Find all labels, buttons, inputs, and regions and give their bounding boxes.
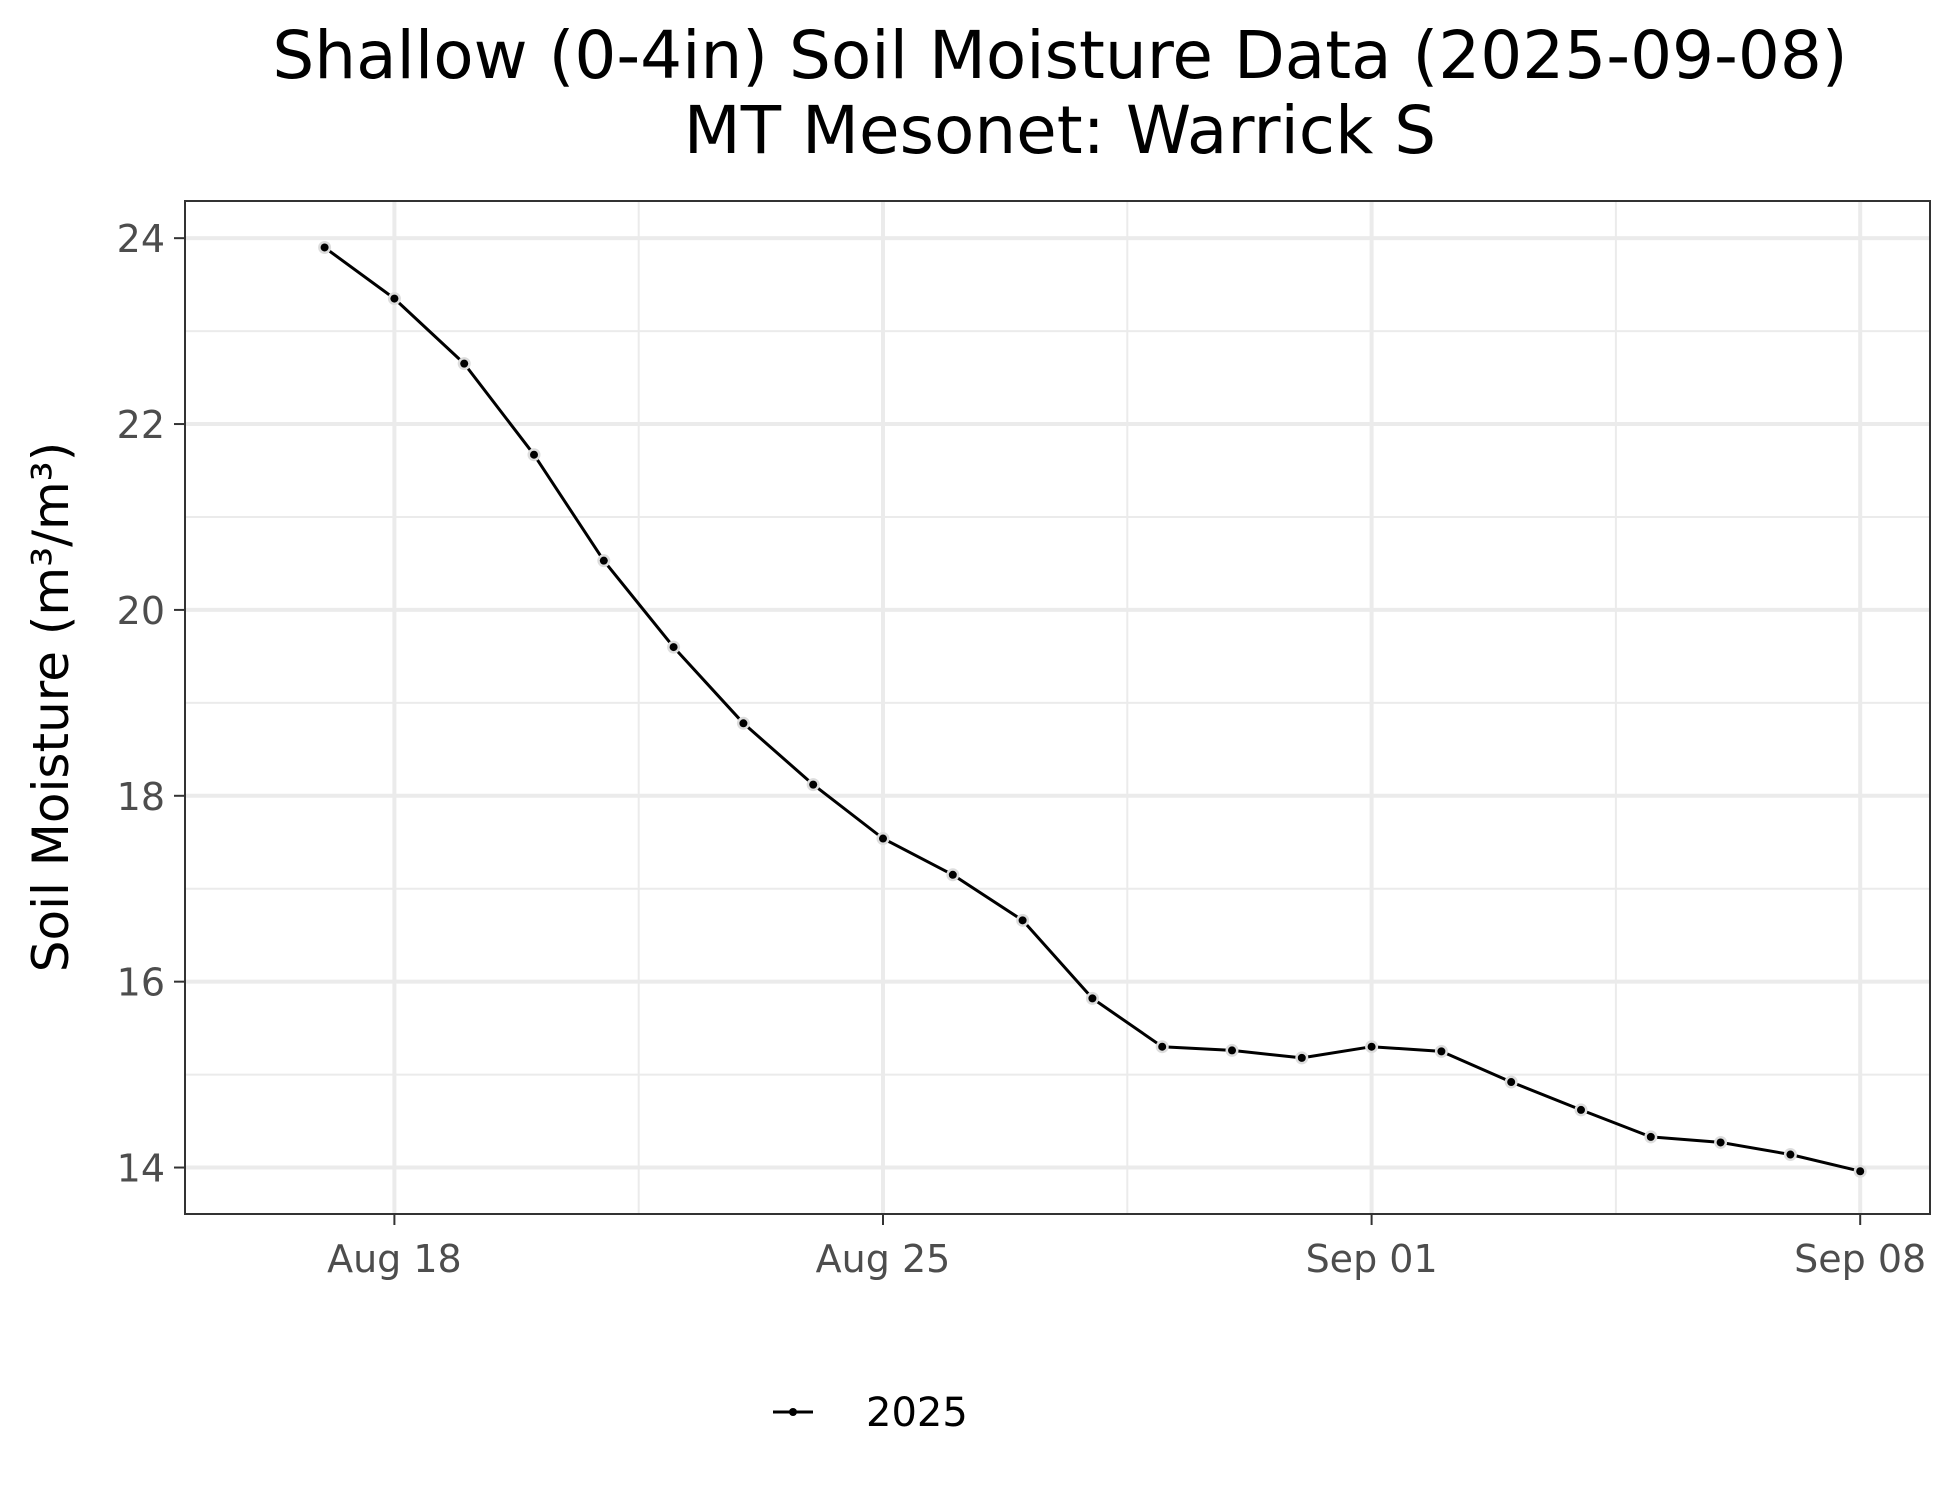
minor-gridlines (185, 201, 1930, 1214)
y-tick-label: 20 (117, 589, 165, 633)
x-tick-label: Aug 18 (327, 1237, 462, 1281)
legend-label: 2025 (866, 1390, 968, 1436)
series-layer (318, 240, 1867, 1178)
data-point (1786, 1150, 1795, 1159)
data-point (669, 643, 678, 652)
y-tick-label: 24 (117, 217, 165, 261)
x-tick-label: Sep 01 (1306, 1237, 1438, 1281)
y-tick-label: 18 (117, 775, 165, 819)
data-point (1856, 1167, 1865, 1176)
data-point (1158, 1042, 1167, 1051)
data-point (320, 243, 329, 252)
plot-border (184, 200, 1931, 1215)
data-point (599, 556, 608, 565)
data-point (1716, 1138, 1725, 1147)
data-point (1297, 1053, 1306, 1062)
data-point (1018, 916, 1027, 925)
data-point (1507, 1078, 1516, 1087)
major-gridlines (185, 201, 1930, 1214)
data-point (530, 450, 538, 459)
legend: 2025 (773, 1390, 968, 1436)
plot-panel (185, 201, 1930, 1214)
data-point (809, 780, 818, 789)
x-tick-label: Aug 25 (816, 1237, 951, 1281)
data-point (1088, 994, 1097, 1003)
data-point (460, 359, 469, 368)
y-axis: 14 16 18 20 22 24 (117, 217, 185, 1191)
data-point (948, 870, 957, 879)
data-point (879, 834, 887, 843)
data-point (739, 719, 748, 728)
y-tick-label: 22 (117, 403, 165, 447)
legend-key-point (789, 1408, 797, 1416)
data-point (1437, 1047, 1446, 1056)
y-axis-title: Soil Moisture (m³/m³) (22, 442, 80, 972)
x-tick-label: Sep 08 (1794, 1237, 1926, 1281)
y-tick-label: 14 (117, 1147, 165, 1191)
y-tick-label: 16 (117, 961, 165, 1005)
data-point (1228, 1046, 1236, 1055)
data-point (1646, 1132, 1655, 1141)
data-point (1577, 1105, 1585, 1114)
data-point (1367, 1042, 1376, 1051)
chart-title: Shallow (0-4in) Soil Moisture Data (2025… (272, 17, 1847, 94)
chart-subtitle: MT Mesonet: Warrick S (684, 92, 1436, 169)
x-axis: Aug 18 Aug 25 Sep 01 Sep 08 (327, 1214, 1926, 1281)
data-point (390, 294, 399, 303)
